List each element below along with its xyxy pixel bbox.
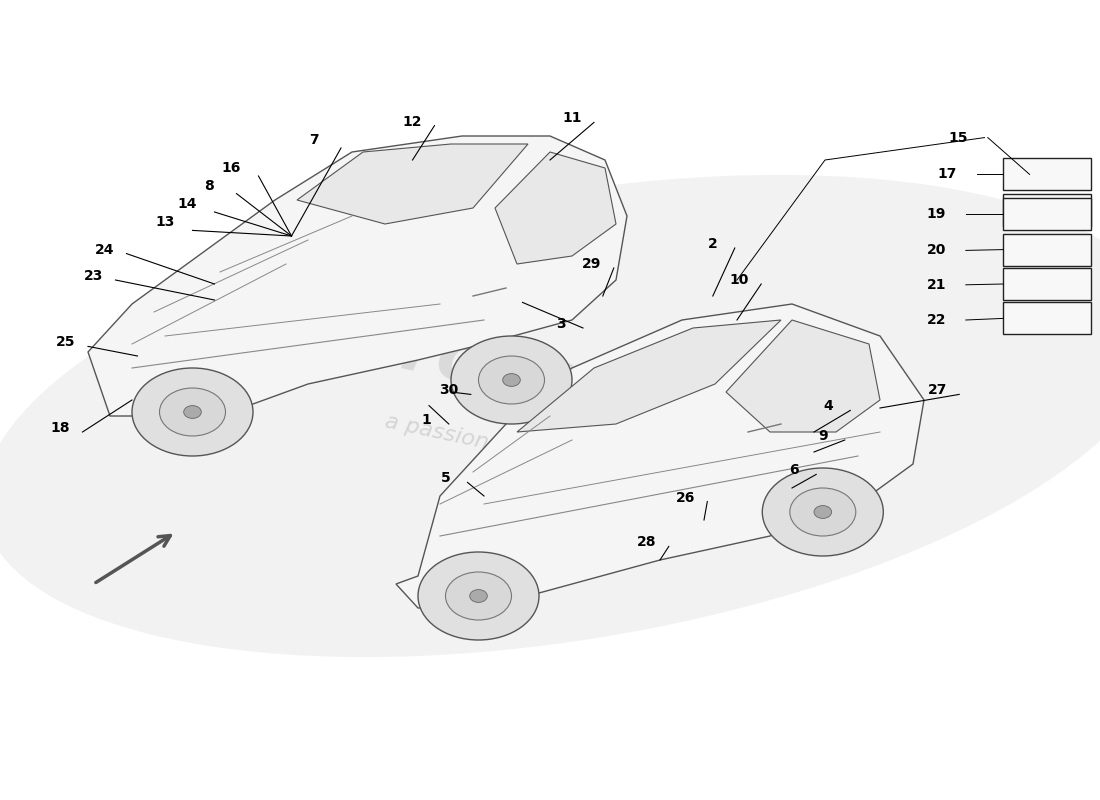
Text: 26: 26 [675,490,695,505]
Text: 22: 22 [926,313,946,327]
Bar [1003,268,1091,300]
Bar [1003,302,1091,334]
Text: 23: 23 [84,269,103,283]
Polygon shape [88,136,627,416]
Text: 25: 25 [56,335,76,350]
Text: 20: 20 [926,243,946,258]
Text: 27: 27 [927,383,947,398]
Circle shape [418,552,539,640]
Text: 15: 15 [948,130,968,145]
Text: 19: 19 [926,207,946,222]
Polygon shape [396,304,924,608]
Text: 24: 24 [95,242,114,257]
Bar [1003,198,1091,230]
Text: 11: 11 [562,111,582,126]
Text: 18: 18 [51,421,70,435]
Circle shape [814,506,832,518]
Text: 9: 9 [818,429,827,443]
Text: 21: 21 [926,278,946,292]
Text: 10: 10 [729,273,749,287]
Text: 4: 4 [824,399,833,414]
Text: 8: 8 [205,178,213,193]
Text: 28: 28 [637,535,657,550]
Circle shape [762,468,883,556]
Text: 2: 2 [708,237,717,251]
Text: eurospares: eurospares [297,294,759,458]
Bar [1003,234,1091,266]
Ellipse shape [0,175,1100,657]
Circle shape [451,336,572,424]
Circle shape [160,388,226,436]
Text: 12: 12 [403,114,422,129]
Text: 14: 14 [177,197,197,211]
Text: 30: 30 [439,383,459,398]
Text: 29: 29 [582,257,602,271]
Circle shape [790,488,856,536]
Circle shape [478,356,544,404]
Circle shape [132,368,253,456]
Text: 6: 6 [790,463,799,478]
Text: 7: 7 [309,133,318,147]
Polygon shape [517,320,781,432]
Bar [1003,194,1091,226]
Text: 5: 5 [441,471,450,486]
Circle shape [446,572,512,620]
Circle shape [184,406,201,418]
Text: 16: 16 [221,161,241,175]
Bar [1003,158,1091,190]
Circle shape [470,590,487,602]
Text: 1: 1 [422,413,431,427]
Polygon shape [495,152,616,264]
Text: 3: 3 [557,317,565,331]
Text: 13: 13 [155,215,175,230]
Text: 17: 17 [937,167,957,182]
Text: a passion for parts since 1982: a passion for parts since 1982 [384,411,716,501]
Polygon shape [297,144,528,224]
Circle shape [503,374,520,386]
Polygon shape [726,320,880,432]
